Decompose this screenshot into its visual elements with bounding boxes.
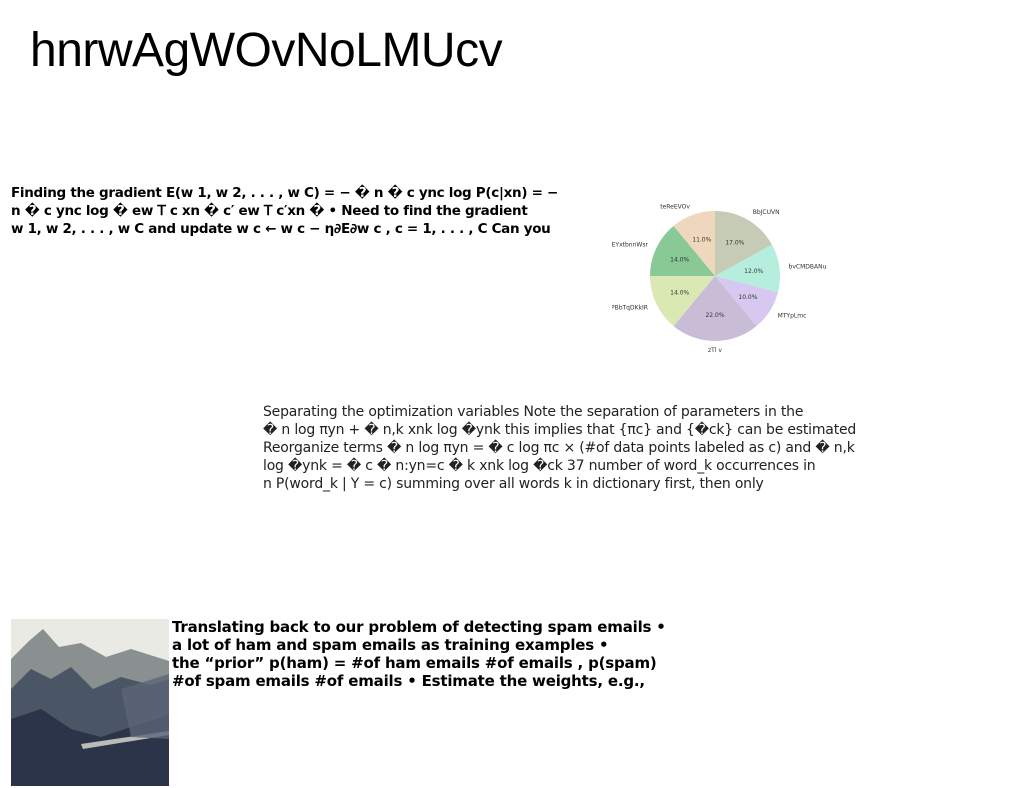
pie-category-label: MTYpLmc: [778, 313, 807, 320]
pie-labels: 17.0% BbJCUVN 12.0% bvCMDBANu 10.0% MTYpLmc 22…: [612, 203, 827, 354]
text-line: Translating back to our problem of detec…: [172, 618, 666, 636]
pie-category-label: bvCMDBANu: [789, 264, 827, 271]
pie-category-label: EYxtbnnWsr: [612, 241, 648, 248]
pie-pct-label: 11.0%: [692, 236, 711, 243]
pie-slice-4: [650, 276, 715, 327]
text-line: Finding the gradient E(w 1, w 2, . . . ,…: [11, 185, 559, 201]
text-line: n P(word_k | Y = c) summing over all wor…: [263, 476, 764, 492]
pie-pct-label: 14.0%: [670, 256, 689, 263]
text-line: � n log πyn + � n,k xnk log �ynk this im…: [263, 422, 857, 438]
pie-category-label: BbJCUVN: [753, 209, 780, 216]
text-line: Separating the optimization variables No…: [263, 404, 804, 420]
mountain-photo: [11, 619, 169, 786]
text-line: the “prior” p(ham) = #of ham emails #of …: [172, 654, 657, 672]
pie-category-label: zTl v: [708, 347, 722, 354]
pie-slice-5: [650, 225, 715, 276]
pie-slices: [650, 211, 780, 341]
text-line: #of spam emails #of emails • Estimate th…: [172, 672, 645, 690]
gradient-paragraph: Finding the gradient E(w 1, w 2, . . . ,…: [11, 184, 601, 238]
pie-pct-label: 22.0%: [705, 312, 724, 319]
pie-slice-6: [673, 211, 715, 276]
page-title: hnrwAgWOvNoLMUcv: [30, 24, 503, 77]
pie-chart: 17.0% BbJCUVN 12.0% bvCMDBANu 10.0% MTYpLmc 22…: [612, 203, 827, 354]
pie-slice-0: [715, 211, 772, 276]
pie-pct-label: 14.0%: [670, 290, 689, 297]
photo-right-slope: [121, 674, 169, 739]
text-line: w 1, w 2, . . . , w C and update w c ← w…: [11, 221, 551, 237]
pie-category-label: teReEVOv: [660, 203, 690, 210]
pie-pct-label: 12.0%: [744, 268, 763, 275]
text-line: n � c ync log � ew 𝖳 c xn � c′ ew 𝖳 c′xn…: [11, 203, 528, 219]
separation-paragraph: Separating the optimization variables No…: [263, 403, 863, 493]
pie-pct-label: 10.0%: [738, 294, 757, 301]
text-line: a lot of ham and spam emails as training…: [172, 636, 609, 654]
pie-category-label: PBbTqDKkIR: [612, 305, 648, 312]
pie-slice-3: [673, 276, 757, 341]
text-line: Reorganize terms � n log πyn = � c log π…: [263, 440, 855, 456]
spam-paragraph: Translating back to our problem of detec…: [172, 618, 732, 690]
text-line: log �ynk = � c � n:yn=c � k xnk log �ck …: [263, 458, 816, 474]
pie-slice-2: [715, 276, 778, 327]
pie-pct-label: 17.0%: [725, 239, 744, 246]
pie-slice-1: [715, 244, 780, 293]
